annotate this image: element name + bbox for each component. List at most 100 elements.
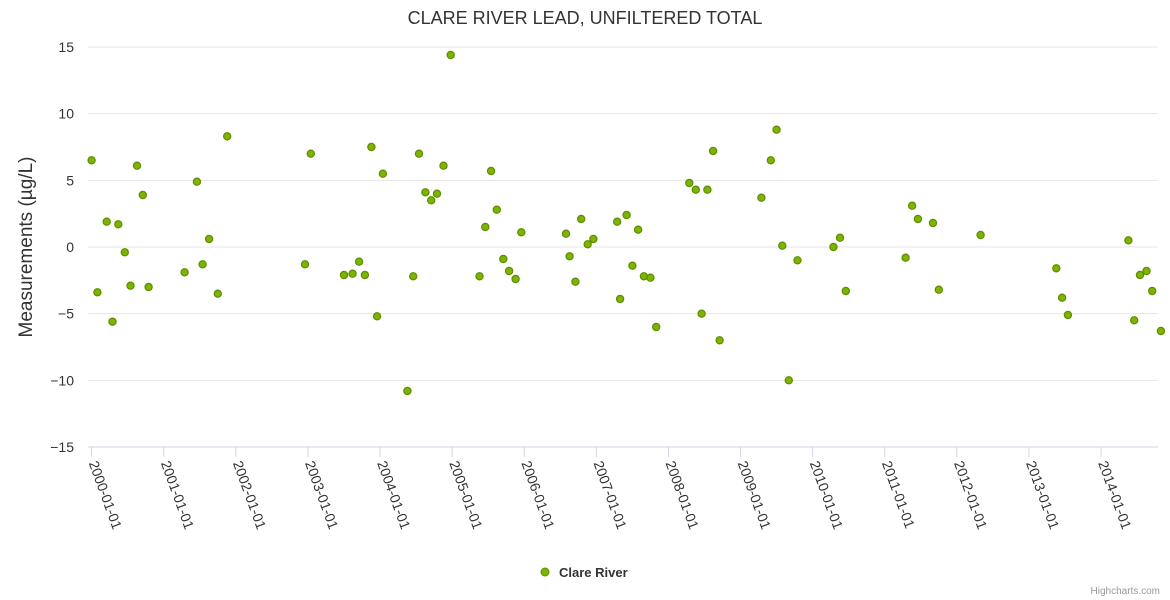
data-point[interactable] xyxy=(132,161,142,170)
data-point[interactable] xyxy=(427,196,436,205)
data-point[interactable] xyxy=(1135,270,1145,280)
data-point[interactable] xyxy=(615,294,625,304)
data-point[interactable] xyxy=(1052,264,1061,273)
data-point[interactable] xyxy=(685,178,694,188)
data-point[interactable] xyxy=(108,317,117,326)
data-point[interactable] xyxy=(378,169,388,178)
data-point[interactable] xyxy=(907,201,917,210)
data-point[interactable] xyxy=(446,50,455,60)
y-axis-label: Measurements (µg/L) xyxy=(16,157,37,338)
data-point[interactable] xyxy=(414,149,424,158)
data-point[interactable] xyxy=(360,270,370,280)
data-point[interactable] xyxy=(646,273,655,282)
data-point[interactable] xyxy=(486,166,496,176)
data-point[interactable] xyxy=(784,376,794,385)
data-point[interactable] xyxy=(835,233,845,242)
data-point[interactable] xyxy=(928,218,938,228)
data-point[interactable] xyxy=(475,272,484,281)
chart-credits[interactable]: Highcharts.com xyxy=(1091,586,1160,597)
data-point[interactable] xyxy=(934,285,944,294)
data-point[interactable] xyxy=(633,225,643,234)
data-point[interactable] xyxy=(180,268,189,277)
y-tick-label: 0 xyxy=(66,239,74,255)
data-point[interactable] xyxy=(126,281,135,290)
y-tick-label: 15 xyxy=(58,39,74,55)
data-point[interactable] xyxy=(1057,293,1067,302)
data-point[interactable] xyxy=(511,274,520,284)
data-point[interactable] xyxy=(561,229,571,238)
data-point[interactable] xyxy=(571,277,580,286)
y-tick-label: −5 xyxy=(58,306,74,322)
data-point[interactable] xyxy=(976,230,985,240)
data-point[interactable] xyxy=(439,161,448,170)
data-point[interactable] xyxy=(715,336,724,345)
data-point[interactable] xyxy=(504,266,514,276)
data-point[interactable] xyxy=(367,142,376,152)
data-point[interactable] xyxy=(913,214,923,224)
y-tick-label: 10 xyxy=(58,106,74,122)
data-point[interactable] xyxy=(102,217,111,226)
y-tick-label: −10 xyxy=(50,372,74,388)
chart-title: CLARE RIVER LEAD, UNFILTERED TOTAL xyxy=(408,8,763,28)
data-point[interactable] xyxy=(613,217,622,226)
data-point[interactable] xyxy=(120,248,130,257)
data-point[interactable] xyxy=(222,132,232,141)
data-point[interactable] xyxy=(703,185,712,194)
legend-marker xyxy=(540,567,550,577)
data-point[interactable] xyxy=(144,282,153,292)
data-point[interactable] xyxy=(757,193,766,202)
data-point[interactable] xyxy=(622,210,631,220)
data-point[interactable] xyxy=(697,309,706,318)
data-point[interactable] xyxy=(492,205,501,214)
data-point[interactable] xyxy=(204,234,214,244)
data-point[interactable] xyxy=(628,261,637,270)
data-point[interactable] xyxy=(138,190,147,200)
data-point[interactable] xyxy=(1147,286,1157,296)
data-point[interactable] xyxy=(306,149,315,158)
data-point[interactable] xyxy=(421,188,430,197)
data-point[interactable] xyxy=(1063,310,1073,320)
data-point[interactable] xyxy=(589,234,598,244)
data-point[interactable] xyxy=(198,260,207,269)
data-point[interactable] xyxy=(577,214,586,224)
data-point[interactable] xyxy=(766,156,776,165)
data-point[interactable] xyxy=(192,177,202,186)
data-point[interactable] xyxy=(348,269,357,278)
data-point[interactable] xyxy=(652,322,661,332)
data-point[interactable] xyxy=(565,252,574,261)
data-point[interactable] xyxy=(87,156,96,165)
y-axis-tick-labels: −15 −10 −5 0 5 10 15 xyxy=(50,39,74,455)
y-tick-label: 5 xyxy=(66,172,74,188)
legend-label[interactable]: Clare River xyxy=(559,565,628,580)
data-point[interactable] xyxy=(1124,236,1133,245)
data-point[interactable] xyxy=(517,228,526,237)
data-point[interactable] xyxy=(409,272,418,281)
data-point[interactable] xyxy=(1142,266,1151,276)
data-point[interactable] xyxy=(708,146,718,156)
data-point[interactable] xyxy=(403,386,412,396)
data-point[interactable] xyxy=(372,312,382,321)
data-point[interactable] xyxy=(114,220,123,229)
data-point[interactable] xyxy=(772,125,781,134)
data-point[interactable] xyxy=(841,286,851,296)
data-point[interactable] xyxy=(481,222,490,232)
data-point[interactable] xyxy=(432,189,442,198)
data-point[interactable] xyxy=(93,288,102,297)
data-point[interactable] xyxy=(1156,326,1166,336)
data-point[interactable] xyxy=(1129,316,1139,325)
data-point[interactable] xyxy=(901,253,910,262)
data-point[interactable] xyxy=(354,257,364,266)
data-point[interactable] xyxy=(339,270,349,280)
data-point[interactable] xyxy=(300,260,310,269)
data-point[interactable] xyxy=(213,289,222,298)
data-point[interactable] xyxy=(793,256,802,265)
data-point[interactable] xyxy=(499,254,508,264)
data-point[interactable] xyxy=(691,185,701,194)
data-point[interactable] xyxy=(778,241,787,250)
y-tick-label: −15 xyxy=(50,439,74,455)
data-point[interactable] xyxy=(583,240,592,249)
legend[interactable]: Clare River xyxy=(540,565,628,580)
data-point[interactable] xyxy=(829,242,838,252)
